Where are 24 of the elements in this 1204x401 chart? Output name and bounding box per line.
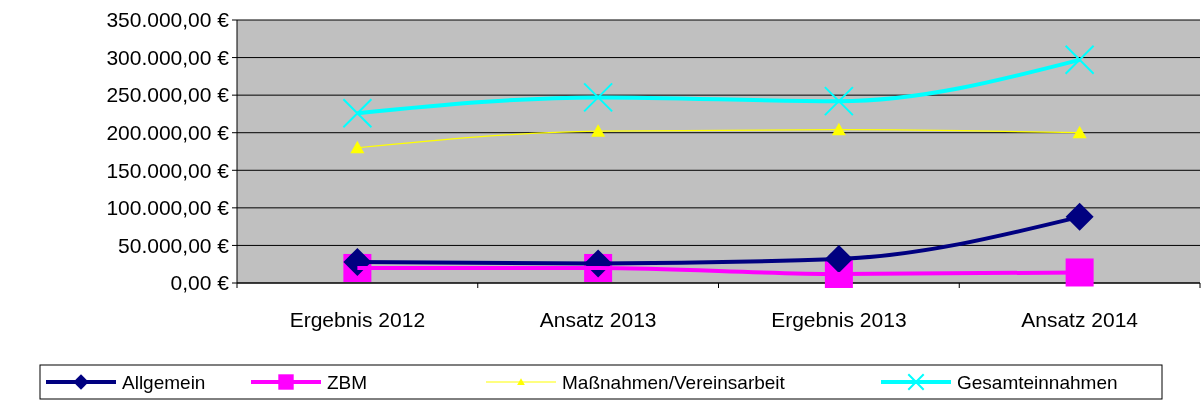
y-tick-label: 200.000,00 € (106, 121, 230, 145)
y-tick-label: 100.000,00 € (106, 196, 230, 220)
x-tick-label: Ergebnis 2013 (771, 308, 907, 331)
point (350, 140, 365, 154)
point (591, 124, 606, 137)
x-tick-label: Ansatz 2014 (1021, 308, 1139, 331)
point (1072, 125, 1087, 139)
legend-label: Allgemein (122, 371, 206, 393)
point (823, 86, 854, 117)
point (1064, 44, 1095, 75)
y-tick-label: 300.000,00 € (106, 45, 230, 69)
y-tick-label: 150.000,00 € (106, 158, 230, 182)
y-tick-label: 50.000,00 € (118, 233, 230, 257)
y-tick-label: 0,00 € (170, 271, 230, 295)
x-tick-label: Ansatz 2013 (539, 308, 657, 331)
point (583, 82, 614, 113)
point (342, 98, 373, 129)
legend-label: ZBM (327, 371, 368, 393)
x-tick-label: Ergebnis 2012 (289, 308, 426, 331)
legend-label: Gesamteinnahmen (957, 371, 1118, 393)
y-tick-label: 250.000,00 € (106, 83, 230, 107)
point (1065, 258, 1094, 287)
y-tick-label: 350.000,00 € (106, 8, 230, 32)
legend-label: Maßnahmen/Vereinsarbeit (562, 371, 786, 393)
